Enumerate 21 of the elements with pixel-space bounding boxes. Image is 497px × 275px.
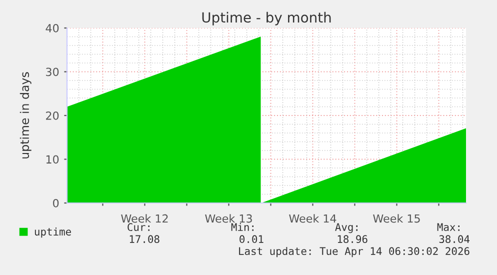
text: Cur: bbox=[128, 223, 150, 232]
y-tick-label: 20 bbox=[46, 111, 59, 120]
text: Min: bbox=[231, 222, 254, 231]
y-tick-label: 30 bbox=[46, 68, 59, 76]
text: 0.01 bbox=[240, 235, 264, 244]
x-tick-label: Week 13 bbox=[205, 214, 252, 223]
y-tick-label: 40 bbox=[46, 24, 59, 32]
y-tick-label: 0 bbox=[53, 198, 59, 208]
x-tick-label: Week 15 bbox=[373, 214, 420, 223]
text: Max: bbox=[437, 223, 460, 232]
x-tick-label: Week 12 bbox=[121, 214, 168, 223]
text: 17.08 bbox=[130, 235, 160, 244]
text: Avg: bbox=[335, 223, 358, 234]
text: 38.04 bbox=[439, 235, 470, 244]
y-tick-label: 10 bbox=[46, 155, 59, 164]
text: 18.96 bbox=[338, 235, 368, 244]
text: Last update: Tue Apr 14 06:30:02 2026 bbox=[239, 246, 470, 258]
x-tick-label: Week 14 bbox=[289, 214, 336, 223]
y-axis-title: uptime in days bbox=[20, 72, 32, 158]
chart-title: Uptime - by month bbox=[202, 12, 331, 26]
legend-label: uptime bbox=[34, 228, 71, 238]
